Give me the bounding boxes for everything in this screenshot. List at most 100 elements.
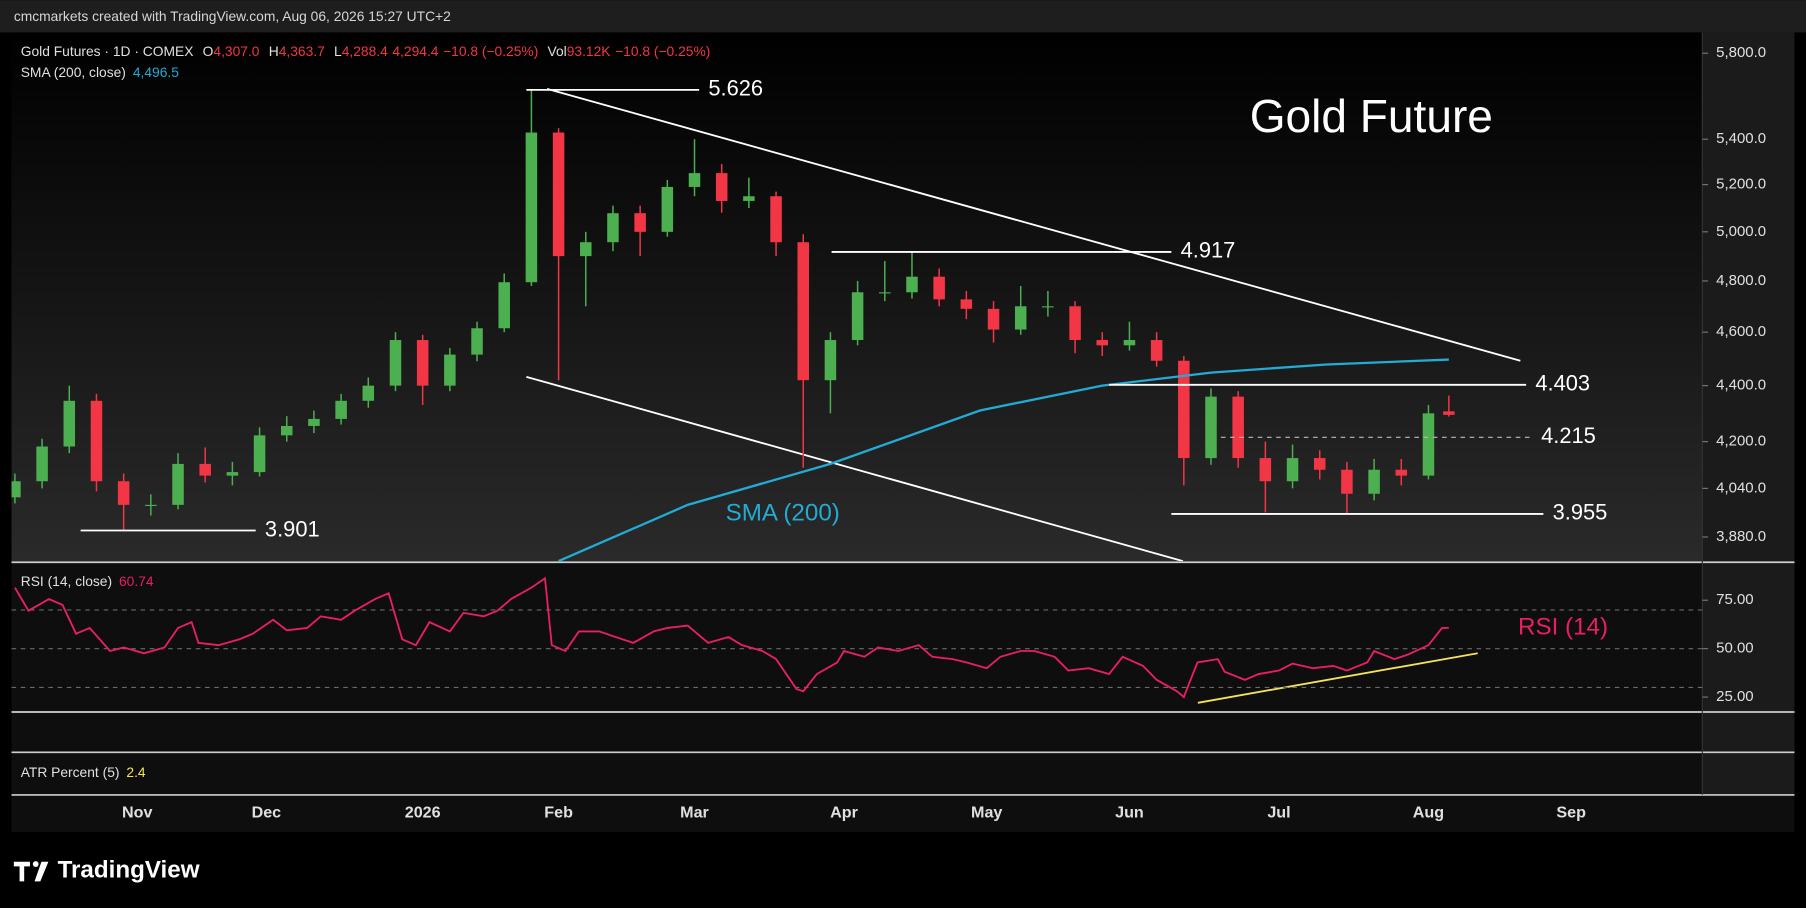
legend-key: Vol [548, 43, 567, 59]
level-label: 3.955 [1553, 500, 1608, 525]
y-tick-label: 3,880.0 [1716, 528, 1766, 545]
y-tick-label: 4,400.0 [1716, 377, 1766, 394]
y-tick-label: 5,800.0 [1716, 44, 1766, 61]
candle-body [743, 196, 755, 201]
legend-key: O [203, 43, 214, 59]
candle-body [11, 481, 21, 498]
candles [11, 88, 1544, 562]
candle-body [851, 292, 864, 341]
candle-body [688, 173, 701, 187]
candle-body [63, 400, 76, 447]
sma-name: SMA (200, close) [21, 63, 126, 79]
atr-pane [11, 753, 1703, 795]
y-tick-label: 25.00 [1716, 688, 1753, 705]
candle-body [117, 481, 130, 505]
atr-value: 2.4 [126, 764, 146, 780]
candle-body [389, 340, 402, 386]
candle-body [1069, 306, 1081, 341]
logo-mark [13, 861, 30, 882]
candle-body [1232, 396, 1244, 459]
rsi-name: RSI (14, close) [21, 573, 112, 589]
candle-body [1123, 340, 1136, 346]
candle-body [987, 308, 1000, 330]
y-tick-label: 5,400.0 [1716, 130, 1766, 147]
candle-body [226, 472, 239, 476]
level-label: 4.215 [1541, 423, 1596, 448]
x-tick-label: 2026 [405, 804, 441, 822]
rsi-line [14, 576, 1449, 699]
candle-body [280, 425, 293, 436]
candle-body [444, 354, 456, 386]
candle-body [253, 435, 266, 473]
y-tick-label: 4,200.0 [1716, 433, 1766, 450]
candle-body [580, 242, 592, 257]
candle-body [1313, 458, 1326, 470]
legend-value: 4,307.0 [213, 43, 259, 59]
candle-body [1178, 360, 1190, 459]
sma-annotation: SMA (200) [726, 499, 840, 526]
tv-logo [13, 861, 49, 882]
symbol-title: Gold Futures · 1D · COMEX [21, 43, 194, 59]
x-tick-label: Jun [1115, 804, 1144, 822]
sma-value: 4,496.5 [133, 63, 179, 79]
legend-value: −10.8 (−0.25%) [443, 43, 538, 59]
legend-value: 4,294.4 [392, 43, 438, 59]
legend-value: 4,288.4 [342, 43, 388, 59]
x-tick-label: Jul [1267, 804, 1290, 822]
sma-line [558, 358, 1449, 562]
rsi-trend-line [1197, 652, 1478, 704]
candle-body [525, 132, 538, 283]
candle-body [335, 400, 347, 419]
drawings [526, 87, 1521, 562]
candle-body [471, 328, 483, 355]
x-tick-label: Aug [1413, 804, 1444, 822]
legend-key: L [334, 43, 342, 59]
candle-body [715, 173, 728, 201]
level-label: 4.403 [1535, 371, 1590, 396]
x-tick-label: Apr [830, 804, 858, 822]
y-tick-label: 4,040.0 [1716, 479, 1766, 496]
candle-body [1422, 413, 1435, 476]
level-label: 5.626 [708, 76, 763, 101]
top-bar [0, 0, 1806, 33]
time-axis [11, 794, 1795, 832]
trend-line [526, 375, 1184, 562]
x-tick-label: Nov [122, 804, 152, 822]
rsi [14, 576, 1449, 699]
level-label: 4.917 [1181, 238, 1236, 263]
candle-body [552, 132, 565, 257]
candle-body [199, 463, 211, 476]
candle-body [1368, 469, 1380, 494]
atr-legend: ATR Percent (5) 2.4 [21, 764, 146, 780]
attribution: cmcmarkets created with TradingView.com,… [14, 8, 451, 24]
legend-key: H [269, 43, 279, 59]
candle-body [362, 385, 375, 401]
candle-body [172, 463, 184, 505]
candle-body [1042, 306, 1054, 308]
candle-body [770, 196, 782, 243]
logo-mark [34, 861, 49, 882]
y-tick-label: 75.00 [1716, 591, 1753, 608]
candle-body [1341, 469, 1353, 494]
candle-body [90, 400, 103, 482]
candle-body [933, 276, 945, 300]
candle-body [1443, 411, 1455, 415]
rsi-value: 60.74 [119, 573, 154, 589]
legend-value: 93.12K [567, 43, 612, 59]
candle-body [960, 299, 973, 309]
level-label: 3.901 [265, 516, 320, 541]
y-tick-label: 4,600.0 [1716, 323, 1766, 340]
brand: TradingView [58, 856, 200, 883]
candle-body [879, 292, 891, 294]
y-tick-label: 5,000.0 [1716, 223, 1766, 240]
candle-body [1205, 396, 1217, 459]
candle-body [416, 340, 429, 386]
legend: Gold Futures · 1D · COMEX O4,307.0 H4,363.… [21, 43, 711, 59]
rsi-pane [11, 563, 1703, 711]
x-tick-label: Sep [1556, 804, 1586, 822]
x-tick-label: May [971, 804, 1002, 822]
legend-value: −10.8 (−0.25%) [615, 43, 710, 59]
trend-line [546, 87, 1521, 362]
x-tick-label: Mar [680, 804, 709, 822]
